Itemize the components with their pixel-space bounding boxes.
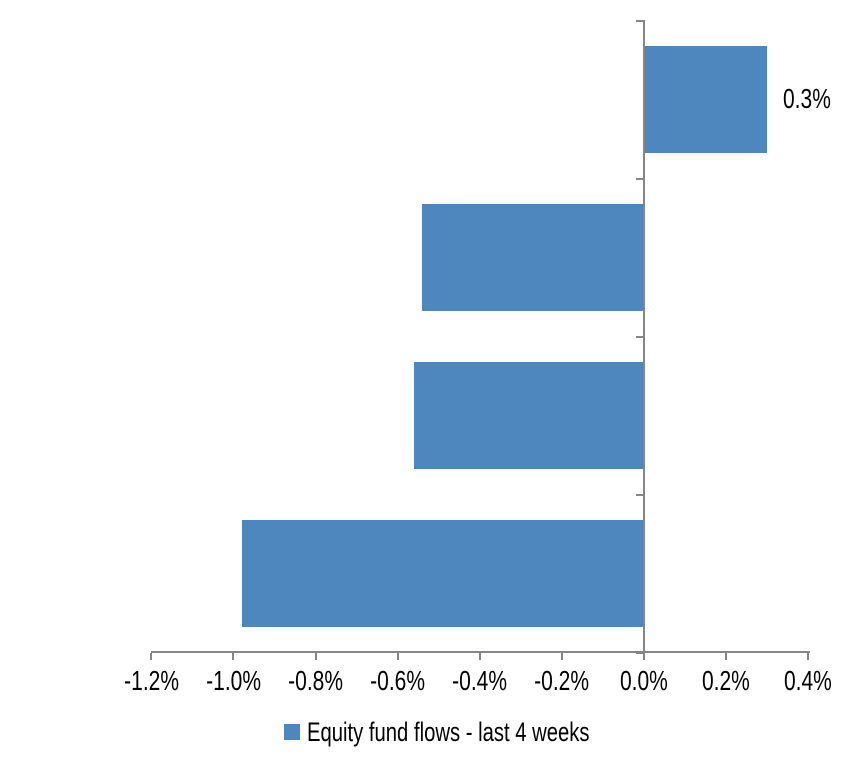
x-axis-tick xyxy=(232,653,235,660)
x-tick-label: -1.2% xyxy=(91,665,211,697)
x-axis-tick xyxy=(807,653,810,660)
x-tick-label-text: 0.0% xyxy=(620,665,668,696)
bar-us xyxy=(644,46,768,153)
y-axis-tick xyxy=(636,20,643,22)
legend-label: Equity fund flows - last 4 weeks xyxy=(307,716,684,748)
bar-japan xyxy=(422,204,644,311)
x-axis xyxy=(151,651,811,653)
data-label-text: 0.3% xyxy=(783,83,832,114)
x-tick-label: -1.0% xyxy=(173,665,293,697)
y-axis-tick xyxy=(636,178,643,180)
x-tick-label-text: 0.2% xyxy=(702,665,751,696)
x-axis-tick xyxy=(150,653,153,660)
x-tick-label: 0.2% xyxy=(666,665,786,697)
x-tick-label: -0.6% xyxy=(338,665,458,697)
data-label: 0.3% xyxy=(783,83,847,115)
bar-europe-ex-uk xyxy=(414,362,644,469)
x-axis-tick xyxy=(314,653,317,660)
x-tick-label-text: -0.8% xyxy=(288,665,343,696)
x-axis-tick xyxy=(560,653,563,660)
x-axis-tick xyxy=(396,653,399,660)
x-tick-label-text: 0.4% xyxy=(784,665,833,696)
x-tick-label: -0.8% xyxy=(256,665,376,697)
legend-marker-icon xyxy=(284,724,300,740)
x-tick-label-text: -0.4% xyxy=(452,665,508,696)
x-tick-label: -0.2% xyxy=(502,665,622,697)
x-axis-tick xyxy=(643,653,645,660)
x-tick-label-text: -0.6% xyxy=(370,665,426,696)
y-axis-tick xyxy=(636,336,643,338)
legend-label-text: Equity fund flows - last 4 weeks xyxy=(307,717,590,747)
x-axis-tick xyxy=(478,653,481,660)
legend: Equity fund flows - last 4 weeks xyxy=(284,716,684,748)
x-tick-label-text: -0.2% xyxy=(534,665,590,696)
bar-uk xyxy=(241,520,644,627)
y-axis-tick xyxy=(636,494,643,496)
x-tick-label: 0.4% xyxy=(748,665,852,697)
x-tick-label: 0.0% xyxy=(584,665,704,697)
y-axis-tick xyxy=(636,652,643,654)
x-tick-label-text: -1.0% xyxy=(205,665,261,696)
x-tick-label: -0.4% xyxy=(420,665,540,697)
x-axis-tick xyxy=(725,653,728,660)
y-axis xyxy=(643,20,645,653)
x-tick-label-text: -1.2% xyxy=(123,665,179,696)
